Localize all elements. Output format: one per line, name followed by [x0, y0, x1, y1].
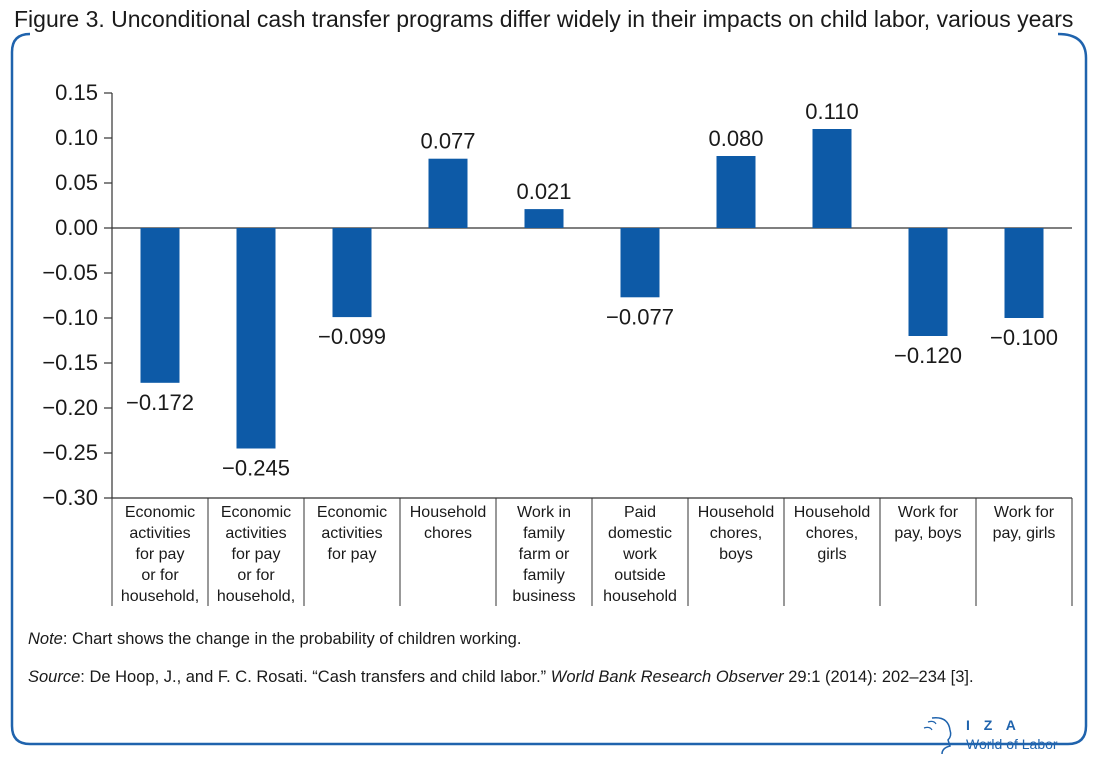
category-label-line: Work for — [897, 504, 959, 521]
logo-world-of-labor-text: World of Labor — [966, 736, 1058, 752]
bar — [524, 209, 564, 228]
bar — [428, 158, 468, 228]
category-label-line: household — [603, 588, 677, 605]
category-label: Paid domestic work outside household — [593, 502, 688, 606]
category-label-line: for pay — [135, 546, 185, 563]
category-label-line: outside — [614, 567, 666, 584]
logo-iza-text: I Z A — [966, 717, 1021, 733]
chart-source: Source: De Hoop, J., and F. C. Rosati. “… — [28, 664, 1068, 690]
data-label: 0.077 — [420, 129, 475, 154]
category-label-line: boys — [719, 546, 753, 563]
category-label-line: Economic — [124, 504, 196, 521]
category-label-line: girls — [817, 546, 847, 563]
data-label: 0.080 — [708, 126, 763, 151]
data-label: −0.100 — [990, 325, 1058, 350]
category-label: Work in family farm or family business — [497, 502, 592, 606]
chart-note: Note: Chart shows the change in the prob… — [28, 630, 521, 649]
iza-logo-icon — [923, 717, 952, 755]
category-label-line: chores — [423, 525, 473, 542]
category-label-line: pay, boys — [894, 525, 962, 542]
source-journal: World Bank Research Observer — [550, 668, 784, 686]
y-tick-label: −0.30 — [42, 485, 98, 510]
data-label: 0.110 — [805, 99, 858, 124]
category-label-line: Work for — [993, 504, 1055, 521]
y-tick-label: −0.05 — [42, 260, 98, 285]
category-label: Work for pay, boys — [881, 502, 976, 606]
category-label-line: family — [523, 567, 565, 584]
category-label-line: activities — [129, 525, 191, 542]
bar — [1004, 228, 1044, 318]
category-label-line: chores, — [805, 525, 859, 542]
category-label-line: pay, girls — [992, 525, 1056, 542]
category-label: Economic activities for pay — [305, 502, 400, 606]
bar — [236, 228, 276, 449]
source-text-2: 29:1 (2014): 202–234 [3]. — [783, 668, 974, 686]
bar — [620, 228, 660, 298]
category-label-line: farm or — [518, 546, 570, 563]
note-text: : Chart shows the change in the probabil… — [62, 630, 522, 648]
y-tick-label: −0.10 — [42, 305, 98, 330]
category-label-line: Household — [793, 504, 871, 521]
data-label: 0.021 — [516, 179, 571, 204]
category-label: Household chores, girls — [785, 502, 880, 606]
data-label: −0.077 — [606, 304, 674, 329]
data-label: −0.099 — [318, 324, 386, 349]
category-label-line: for pay — [327, 546, 377, 563]
category-label-line: domestic — [607, 525, 673, 542]
bar — [716, 156, 756, 228]
figure-title: Figure 3. Unconditional cash transfer pr… — [14, 6, 1074, 32]
category-label-line: household, — [120, 588, 200, 605]
y-tick-label: −0.15 — [42, 350, 98, 375]
category-label-line: for pay — [231, 546, 281, 563]
category-label: Work for pay, girls — [977, 502, 1072, 606]
source-text-1: : De Hoop, J., and F. C. Rosati. “Cash t… — [80, 668, 551, 686]
bar — [332, 228, 372, 318]
y-tick-label: 0.15 — [55, 80, 98, 105]
data-label: −0.245 — [222, 456, 290, 481]
bar — [140, 228, 180, 383]
category-label-line: Economic — [316, 504, 388, 521]
category-label-line: activities — [225, 525, 287, 542]
category-label: Economic activities for pay or for household… — [209, 502, 304, 606]
frame-border — [10, 32, 1088, 746]
category-label: Economic activities for pay or for household… — [113, 502, 208, 606]
category-label-line: activities — [321, 525, 383, 542]
category-label-line: chores, — [709, 525, 763, 542]
category-label-line: or for — [141, 567, 179, 584]
category-label: Household chores, boys — [689, 502, 784, 606]
source-label: Source — [28, 668, 81, 686]
y-tick-label: 0.05 — [55, 170, 98, 195]
bar — [908, 228, 948, 336]
category-label-line: Economic — [220, 504, 292, 521]
y-tick-label: −0.20 — [42, 395, 98, 420]
y-tick-label: 0.00 — [55, 215, 98, 240]
category-label-line: family — [523, 525, 565, 542]
category-label-line: Household — [409, 504, 487, 521]
category-label-line: work — [623, 546, 657, 563]
data-label: −0.120 — [894, 343, 962, 368]
y-tick-label: 0.10 — [55, 125, 98, 150]
data-label: −0.172 — [126, 390, 194, 415]
category-label-line: household, — [216, 588, 296, 605]
y-tick-label: −0.25 — [42, 440, 98, 465]
category-label-line: business — [512, 588, 576, 605]
category-label-line: Paid — [623, 504, 657, 521]
category-label-line: Work in — [517, 504, 571, 521]
category-label-line: or for — [237, 567, 275, 584]
category-label-line: Household — [697, 504, 775, 521]
bar — [812, 129, 852, 228]
category-label: Household chores — [401, 502, 496, 606]
note-label: Note — [28, 630, 63, 648]
